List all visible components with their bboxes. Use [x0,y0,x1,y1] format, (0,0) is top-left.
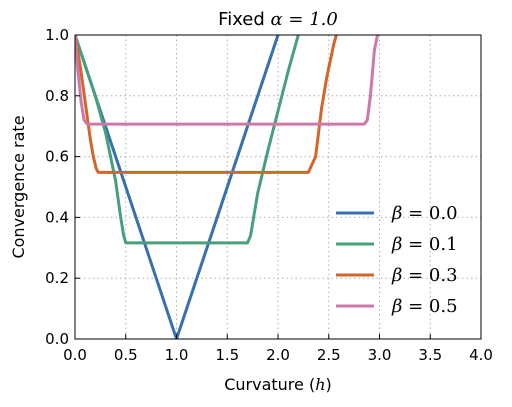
legend: β = 0.0 β = 0.1 β = 0.3 β = 0.5 [336,203,458,317]
y-tick-label: 0.8 [45,87,69,105]
grid-lines [74,34,482,340]
x-tick-label: 2.0 [266,346,290,364]
x-tick-label: 3.0 [368,346,392,364]
x-tick-label: 1.0 [165,346,189,364]
series-line-1 [75,35,300,245]
series-line-0 [75,35,280,339]
legend-label-2: β = 0.3 [391,265,458,286]
x-tick-label: 1.5 [215,346,239,364]
y-tick-label: 0.6 [45,148,69,166]
series-line-2 [75,35,338,174]
x-tick-label: 4.0 [469,346,493,364]
x-tick-label: 0.0 [63,346,87,364]
y-tick-label: 1.0 [45,26,69,44]
y-tick-label: 0.2 [45,269,69,287]
y-tick-label: 0.0 [45,330,69,348]
y-axis-label: Convergence rate [9,115,28,258]
x-tick-label: 3.5 [418,346,442,364]
series-line-3 [75,35,380,126]
legend-label-1: β = 0.1 [391,234,458,255]
legend-label-0: β = 0.0 [391,203,458,224]
series-lines [75,35,380,339]
x-tick-label: 2.5 [317,346,341,364]
legend-label-3: β = 0.5 [391,296,458,317]
x-axis-label: Curvature (h) [224,375,332,394]
chart-title: Fixed α = 1.0 [218,9,338,30]
axis-ticks: 0.0 0.5 1.0 1.5 2.0 2.5 3.0 3.5 4.0 0.0 0.2 0.4 0.6 0… [45,26,493,364]
x-tick-label: 0.5 [114,346,138,364]
y-tick-label: 0.4 [45,208,69,226]
